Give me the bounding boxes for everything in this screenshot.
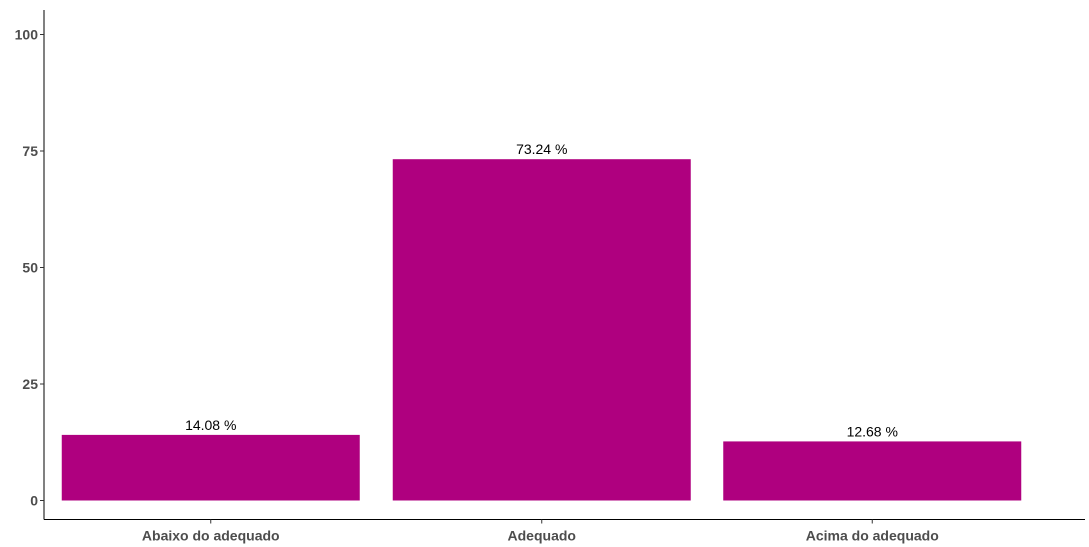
x-axis: Abaixo do adequado Adequado Acima do adequ… — [44, 519, 1085, 544]
bar — [61, 434, 360, 501]
data-labels: 14.08 % 73.24 % 12.68 % — [185, 141, 898, 439]
y-tick-label: 75 — [22, 143, 38, 159]
y-tick-label: 50 — [22, 260, 38, 276]
data-label: 73.24 % — [516, 141, 567, 157]
y-tick-label: 0 — [30, 493, 38, 509]
x-tick-label: Abaixo do adequado — [142, 528, 280, 544]
bars — [61, 159, 1022, 501]
y-tick-label: 25 — [22, 376, 38, 392]
x-tick-label: Acima do adequado — [806, 528, 939, 544]
y-tick-label: 100 — [15, 27, 39, 43]
x-tick-label: Adequado — [508, 528, 576, 544]
y-axis: 0 25 50 75 100 — [15, 10, 45, 520]
data-label: 14.08 % — [185, 417, 236, 433]
bar — [392, 159, 691, 501]
data-label: 12.68 % — [847, 423, 898, 439]
bar — [723, 441, 1022, 501]
